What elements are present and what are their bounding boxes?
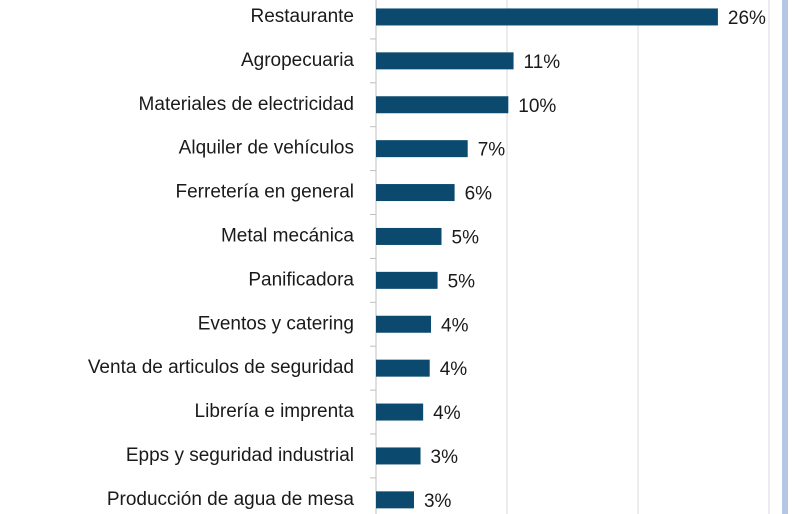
data-label: 10% <box>518 96 556 117</box>
data-label: 4% <box>433 403 461 424</box>
bar <box>376 359 430 377</box>
data-label: 4% <box>441 315 469 336</box>
y-tick-label: Agropecuaria <box>241 50 354 71</box>
bar <box>376 227 442 245</box>
y-tick-label: Panificadora <box>248 269 354 290</box>
bar <box>376 52 514 70</box>
bar <box>376 271 438 289</box>
bar <box>376 8 718 26</box>
data-label: 3% <box>424 491 452 512</box>
y-tick-label: Producción de agua de mesa <box>107 489 355 510</box>
data-label: 3% <box>431 447 459 468</box>
y-tick-label: Materiales de electricidad <box>139 94 354 115</box>
data-label: 4% <box>440 359 468 380</box>
data-label: 26% <box>728 8 766 29</box>
side-border <box>782 0 788 514</box>
y-tick-label: Librería e imprenta <box>195 401 355 422</box>
bar <box>376 184 455 202</box>
y-tick-label: Eventos y catering <box>198 313 354 334</box>
y-tick-label: Venta de articulos de seguridad <box>88 357 354 378</box>
data-label: 5% <box>448 271 476 292</box>
y-tick-label: Alquiler de vehículos <box>179 138 354 159</box>
data-label: 6% <box>465 184 493 205</box>
data-label: 5% <box>452 227 480 248</box>
y-tick-label: Epps y seguridad industrial <box>126 445 354 466</box>
y-tick-label: Restaurante <box>250 6 354 27</box>
bar <box>376 447 421 465</box>
y-tick-label: Ferretería en general <box>176 182 355 203</box>
bar <box>376 403 424 421</box>
bar <box>376 140 468 158</box>
bar <box>376 315 432 333</box>
data-label: 11% <box>524 52 561 73</box>
y-tick-label: Metal mecánica <box>221 225 354 246</box>
bar <box>376 491 414 509</box>
data-label: 7% <box>478 140 506 161</box>
bar <box>376 96 509 114</box>
